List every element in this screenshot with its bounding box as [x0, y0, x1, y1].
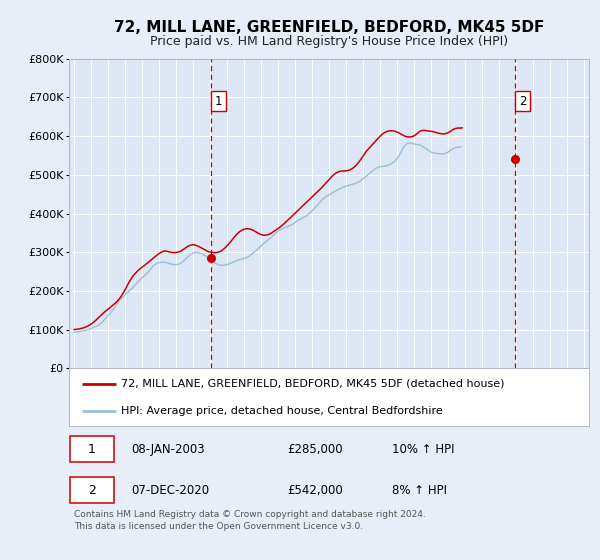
FancyBboxPatch shape	[70, 436, 114, 462]
FancyBboxPatch shape	[70, 477, 114, 503]
Text: 08-JAN-2003: 08-JAN-2003	[131, 442, 205, 456]
Text: 2: 2	[519, 95, 526, 108]
Text: 72, MILL LANE, GREENFIELD, BEDFORD, MK45 5DF (detached house): 72, MILL LANE, GREENFIELD, BEDFORD, MK45…	[121, 379, 505, 389]
Text: 07-DEC-2020: 07-DEC-2020	[131, 483, 209, 497]
Text: 1: 1	[215, 95, 223, 108]
Text: Contains HM Land Registry data © Crown copyright and database right 2024.
This d: Contains HM Land Registry data © Crown c…	[74, 510, 426, 531]
Text: 1: 1	[88, 442, 96, 456]
Text: HPI: Average price, detached house, Central Bedfordshire: HPI: Average price, detached house, Cent…	[121, 405, 443, 416]
Text: 8% ↑ HPI: 8% ↑ HPI	[392, 483, 446, 497]
Text: 2: 2	[88, 483, 96, 497]
Text: £542,000: £542,000	[287, 483, 343, 497]
Text: 72, MILL LANE, GREENFIELD, BEDFORD, MK45 5DF: 72, MILL LANE, GREENFIELD, BEDFORD, MK45…	[113, 20, 544, 35]
Text: 10% ↑ HPI: 10% ↑ HPI	[392, 442, 454, 456]
Text: Price paid vs. HM Land Registry's House Price Index (HPI): Price paid vs. HM Land Registry's House …	[150, 35, 508, 48]
Text: £285,000: £285,000	[287, 442, 343, 456]
